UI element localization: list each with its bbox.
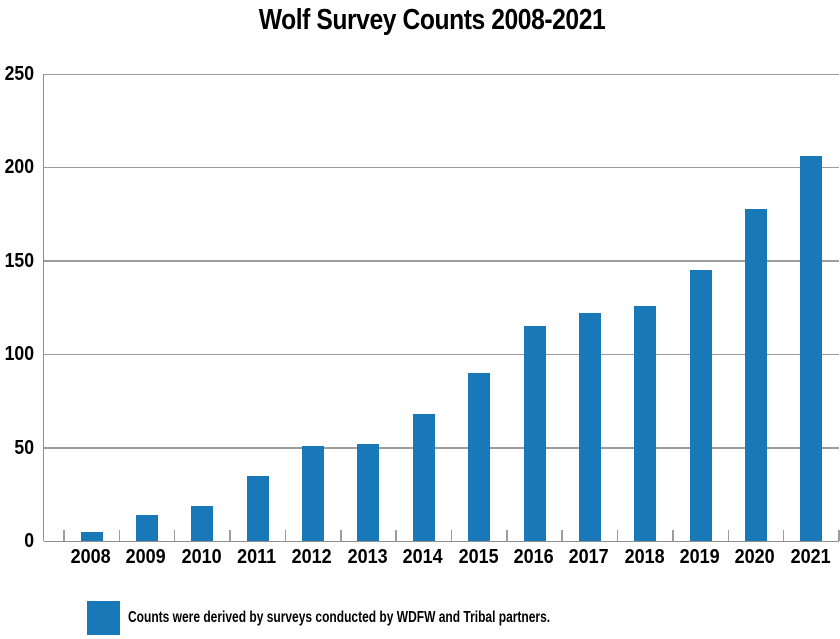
x-axis-tick (118, 530, 121, 541)
x-tick-label-2012: 2012 (292, 546, 333, 568)
bar-2019 (689, 270, 712, 541)
x-axis-tick (616, 530, 619, 541)
y-tick-label-200: 200 (4, 156, 34, 179)
x-tick-label-2019: 2019 (679, 546, 720, 568)
x-axis-tick (672, 530, 674, 541)
bar-2009 (136, 514, 159, 541)
x-axis-tick (229, 530, 231, 541)
bar-2020 (744, 208, 767, 541)
x-tick-label-2021: 2021 (790, 546, 831, 568)
x-tick-label-2016: 2016 (513, 546, 554, 568)
x-tick-label-2013: 2013 (347, 546, 388, 568)
bar-2018 (634, 305, 657, 541)
gridline-50 (44, 447, 839, 449)
y-tick-label-50: 50 (14, 436, 34, 459)
x-tick-label-2014: 2014 (402, 546, 443, 568)
bar-2012 (302, 445, 325, 541)
x-tick-label-2008: 2008 (70, 546, 111, 568)
y-tick-label-100: 100 (4, 343, 34, 366)
x-axis-tick (506, 530, 508, 541)
legend: Counts were derived by surveys conducted… (87, 601, 691, 635)
plot-area (43, 73, 840, 542)
x-tick-label-2011: 2011 (237, 546, 277, 568)
x-axis-tick (63, 530, 65, 541)
x-tick-label-2009: 2009 (125, 546, 167, 568)
x-tick-label-2015: 2015 (458, 546, 499, 568)
y-tick-label-0: 0 (24, 530, 34, 552)
x-axis-tick (395, 530, 397, 541)
gridline-150 (44, 260, 839, 262)
x-axis-labels: 2008 2009 2010 2011 2012 2013 2014 2015 2016 2017… (43, 546, 838, 568)
x-axis-tick (838, 530, 840, 541)
bar-2016 (523, 326, 546, 541)
x-axis-tick (173, 530, 176, 541)
x-axis-tick (561, 530, 563, 541)
legend-label: Counts were derived by surveys conducted… (128, 609, 551, 626)
bar-2014 (412, 413, 435, 541)
x-axis-line (44, 540, 839, 542)
bar-2015 (468, 372, 491, 541)
chart-title: Wolf Survey Counts 2008-2021 (258, 4, 606, 36)
x-axis-tick (284, 530, 287, 541)
x-axis-tick (782, 530, 785, 541)
bar-2011 (246, 475, 269, 541)
legend-swatch (87, 601, 120, 635)
gridline-200 (44, 166, 839, 169)
gridline-100 (44, 353, 839, 356)
x-tick-label-2010: 2010 (181, 546, 222, 568)
y-axis-labels: 0 50 100 150 200 250 (0, 63, 34, 552)
x-axis-tick (450, 530, 453, 541)
x-tick-label-2017: 2017 (568, 546, 609, 568)
x-axis-tick (727, 530, 730, 541)
bar-2010 (191, 505, 214, 541)
x-tick-label-2018: 2018 (624, 546, 665, 568)
y-tick-label-150: 150 (4, 249, 34, 272)
bar-2008 (80, 531, 103, 541)
gridline-250 (44, 73, 839, 75)
x-axis-tick (340, 530, 342, 541)
bar-2013 (357, 443, 380, 541)
x-tick-label-2020: 2020 (734, 546, 775, 568)
y-tick-label-250: 250 (4, 63, 34, 85)
bar-2021 (800, 156, 823, 541)
bar-2017 (578, 313, 601, 541)
